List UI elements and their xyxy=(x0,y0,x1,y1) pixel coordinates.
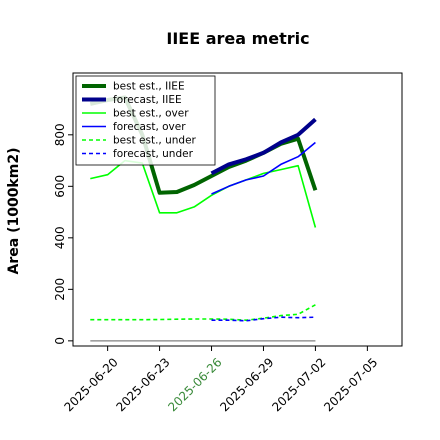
y-tick-label: 800 xyxy=(53,123,67,146)
legend-label-4: best est., under xyxy=(113,135,197,147)
plot-frame xyxy=(72,72,403,347)
y-tick-label: 400 xyxy=(53,226,67,249)
legend-label-3: forecast, over xyxy=(113,121,186,133)
legend-label-2: best est., over xyxy=(113,108,189,120)
legend-label-0: best est., IIEE xyxy=(113,81,185,93)
series-line-3 xyxy=(211,141,316,195)
y-tick-label: 200 xyxy=(53,278,67,301)
plot-area: 02004006008002025-06-202025-06-232025-06… xyxy=(53,72,403,414)
series-line-2 xyxy=(90,159,317,228)
chart-title: IIEE area metric xyxy=(166,29,309,48)
y-axis-label: Area (1000km2) xyxy=(6,148,22,275)
x-tick-label: 2025-06-29 xyxy=(217,355,276,414)
y-tick-label: 600 xyxy=(53,175,67,198)
x-tick-label: 2025-06-20 xyxy=(62,355,121,414)
y-tick-label: 0 xyxy=(53,337,67,345)
series-line-1 xyxy=(210,117,317,176)
series-line-4 xyxy=(90,304,316,322)
series-line-5 xyxy=(211,316,316,322)
legend-label-5: forecast, under xyxy=(113,148,194,160)
x-tick-label: 2025-07-02 xyxy=(269,355,328,414)
x-tick-label: 2025-06-23 xyxy=(113,355,172,414)
x-tick-label: 2025-06-26 xyxy=(165,355,224,414)
legend-box xyxy=(75,75,216,166)
legend-label-1: forecast, IIEE xyxy=(113,94,182,106)
x-tick-label: 2025-07-05 xyxy=(321,355,380,414)
